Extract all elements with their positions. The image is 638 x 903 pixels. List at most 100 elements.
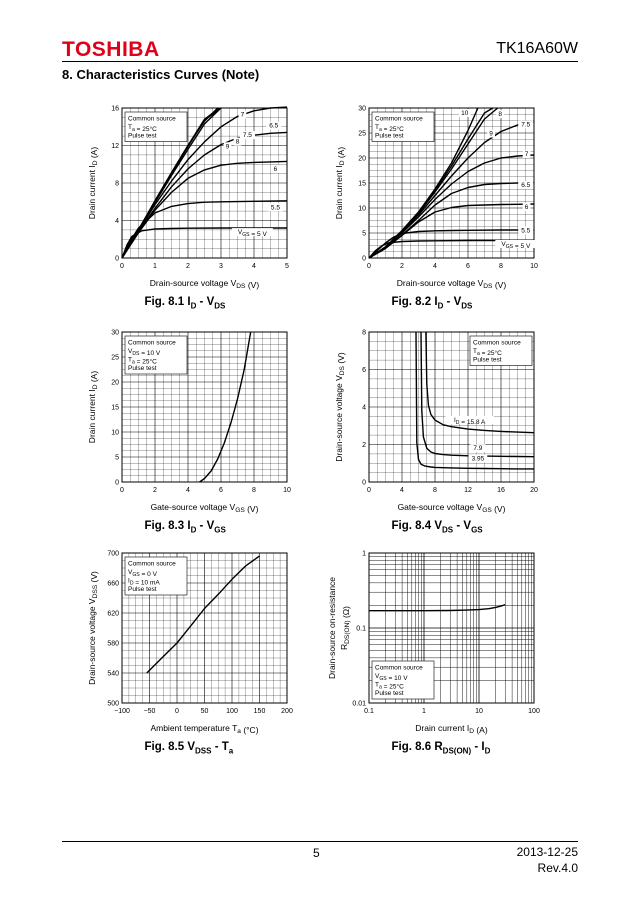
y-tick-label: 6 (362, 367, 366, 374)
legend-entry: VGS = 0 V (128, 569, 158, 578)
figure-caption: Fig. 8.2 ID - VDS (391, 296, 473, 311)
x-tick-label: 0 (367, 487, 371, 494)
series-label-bg (496, 110, 505, 118)
series-line-V-GS-5-V (121, 227, 287, 259)
series-label-bg (231, 228, 273, 237)
figure-caption: Fig. 8.4 VDS - VGS (391, 520, 483, 535)
plot-frame (121, 107, 288, 259)
legend-entry: Ta = 25°C (473, 348, 502, 357)
series-label-bg (518, 181, 534, 189)
series-label: ID = 15.8 A (454, 417, 486, 426)
chart-svg-fig83: 0 2 4 6 8 10 0 5 10 15 20 25 30 Gate-source voltage V… (87, 330, 291, 515)
series-label-bg (445, 416, 494, 424)
series-line-3.95 (415, 331, 534, 470)
y-tick-label: 20 (358, 156, 366, 163)
figure-caption: Fig. 8.6 RDS(ON) - ID (391, 741, 491, 756)
y-tick-label: 30 (358, 106, 366, 113)
figure-8-1: 0 1 2 3 4 5 0 4 8 12 16 Drain-source voltage VDS (V… (78, 106, 378, 323)
section-title: 8. Characteristics Curves (Note) (62, 67, 260, 82)
x-tick-label: 12 (464, 487, 472, 494)
legend-box (469, 335, 533, 366)
series-label: 5.5 (271, 204, 280, 211)
figure-caption: Fig. 8.1 ID - VDS (144, 296, 226, 311)
plot-frame (368, 331, 535, 483)
x-tick-label: 4 (186, 487, 190, 494)
footer-rule (62, 841, 578, 842)
x-tick-label: 50 (201, 708, 209, 715)
x-tick-label: 8 (499, 263, 503, 270)
series-label-bg (518, 226, 534, 235)
header-rule (62, 61, 578, 62)
y-tick-label: 0 (362, 480, 366, 487)
x-tick-label: 150 (254, 708, 266, 715)
x-tick-label: 3 (219, 263, 223, 270)
x-tick-label: 2 (186, 263, 190, 270)
series-label-bg (233, 137, 242, 146)
series-label-bg (522, 203, 531, 211)
legend-entry: Pulse test (128, 586, 157, 593)
x-tick-label: 10 (530, 263, 538, 270)
x-tick-label: 16 (497, 487, 505, 494)
x-axis-label: Drain-source voltage VDS (V) (397, 278, 507, 290)
series-label-bg (266, 121, 282, 130)
x-tick-label: −50 (144, 708, 156, 715)
y-tick-label: 25 (358, 131, 366, 138)
x-tick-label: 0 (120, 487, 124, 494)
legend-entry: VGS = 10 V (375, 673, 408, 682)
legend-entry: Ta = 25°C (375, 124, 404, 133)
chart-svg-fig85: −100 −50 0 50 100 150 200 500 540 580 620 660 700 Amb… (87, 551, 293, 736)
x-tick-label: 100 (528, 708, 540, 715)
series-line-7.9 (420, 331, 535, 458)
y-tick-label: 5 (362, 231, 366, 238)
y-tick-label: 10 (111, 430, 119, 437)
legend-box (371, 660, 435, 700)
series-label: 6 (525, 204, 529, 211)
x-axis-label: Ambient temperature Ta (°C) (150, 723, 258, 735)
legend-entry: Common source (128, 340, 176, 347)
series-label: VGS = 5 V (501, 241, 531, 250)
legend-entry: Common source (128, 116, 176, 123)
series-line-7 (368, 154, 535, 259)
series-line-6.5 (121, 131, 288, 259)
y-tick-label: 2 (362, 442, 366, 449)
series-label: 7 (525, 151, 529, 158)
y-tick-label: 620 (107, 611, 119, 618)
x-tick-label: 1 (422, 708, 426, 715)
x-tick-label: 0 (120, 263, 124, 270)
series-label: 6.5 (269, 123, 278, 130)
series-label: 5.5 (521, 228, 530, 235)
y-tick-label: 0 (115, 256, 119, 263)
y-tick-label: 15 (111, 405, 119, 412)
figure-8-5: −100 −50 0 50 100 150 200 500 540 580 620 660 700 Amb… (78, 551, 378, 768)
x-tick-label: 4 (400, 487, 404, 494)
legend-entry: Ta = 25°C (375, 682, 404, 691)
plot-frame (368, 552, 535, 704)
chart-svg-fig84: 0 4 8 12 16 20 0 2 4 6 8 Gate-source voltage VGS (V… (334, 330, 538, 515)
legend-entry: Common source (473, 340, 521, 347)
figure-caption: Fig. 8.5 VDSS - Ta (144, 741, 234, 756)
x-tick-label: 5 (285, 263, 289, 270)
y-tick-label: 30 (111, 330, 119, 337)
y-tick-label: 15 (358, 181, 366, 188)
y-tick-label: 540 (107, 671, 119, 678)
x-tick-label: 0.1 (364, 708, 374, 715)
y-tick-label: 660 (107, 581, 119, 588)
chart-svg-fig82: 0 2 4 6 8 10 0 5 10 15 20 25 30 Drain-source voltage … (334, 106, 538, 291)
y-tick-label: 20 (111, 380, 119, 387)
gridlines (369, 553, 534, 703)
legend-entry: Pulse test (473, 357, 502, 364)
y-tick-label: 4 (362, 405, 366, 412)
legend-entry: Common source (128, 561, 176, 568)
legend-entry: Pulse test (375, 133, 404, 140)
figure-8-6: 0.1 1 10 100 0.01 0.1 1 Drain current ID (A) Dra… (325, 551, 625, 768)
series-label-bg (238, 110, 247, 119)
legend-entry: Pulse test (128, 133, 157, 140)
legend-entry: Pulse test (128, 365, 157, 372)
series-label: 8 (236, 139, 240, 146)
series-label-bg (518, 120, 534, 129)
series-label: VGS = 5 V (238, 229, 268, 238)
y-tick-label: 5 (115, 455, 119, 462)
x-tick-label: 8 (433, 487, 437, 494)
y-tick-label: 8 (115, 181, 119, 188)
